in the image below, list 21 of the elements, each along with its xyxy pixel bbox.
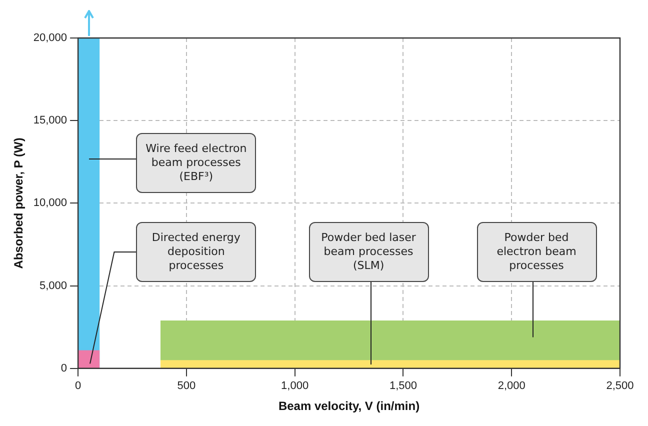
callout: Powder bed electron beam processes bbox=[476, 220, 598, 338]
x-tick-label: 0 bbox=[74, 380, 82, 392]
y-tick-label: 0 bbox=[60, 362, 68, 374]
callout: Directed energy deposition processes bbox=[88, 220, 258, 364]
x-tick-label: 2,000 bbox=[498, 380, 526, 392]
y-tick-label: 10,000 bbox=[33, 197, 68, 210]
annotation: Powder bed electron beam processes bbox=[496, 230, 578, 273]
annotation: Directed energy deposition processes bbox=[150, 230, 242, 273]
y-tick-label: 15,000 bbox=[33, 114, 68, 127]
x-axis-title: Beam velocity, V (in/min) bbox=[278, 399, 420, 414]
x-tick-label: 500 bbox=[177, 380, 196, 392]
callout: Wire feed electron beam processes (EBF³) bbox=[88, 132, 258, 194]
y-tick-label: 5,000 bbox=[40, 280, 68, 292]
x-tick-label: 1,000 bbox=[281, 380, 309, 392]
y-axis-title: Absorbed power, P (W) bbox=[12, 138, 26, 269]
annotation: Powder bed laser beam processes (SLM) bbox=[320, 230, 417, 273]
annotation: Wire feed electron beam processes (EBF³) bbox=[144, 142, 248, 184]
x-tick-label: 2,500 bbox=[606, 380, 634, 392]
callout: Powder bed laser beam processes (SLM) bbox=[308, 220, 430, 366]
y-tick-label: 20,000 bbox=[33, 32, 68, 44]
x-tick-label: 1,500 bbox=[389, 380, 417, 392]
